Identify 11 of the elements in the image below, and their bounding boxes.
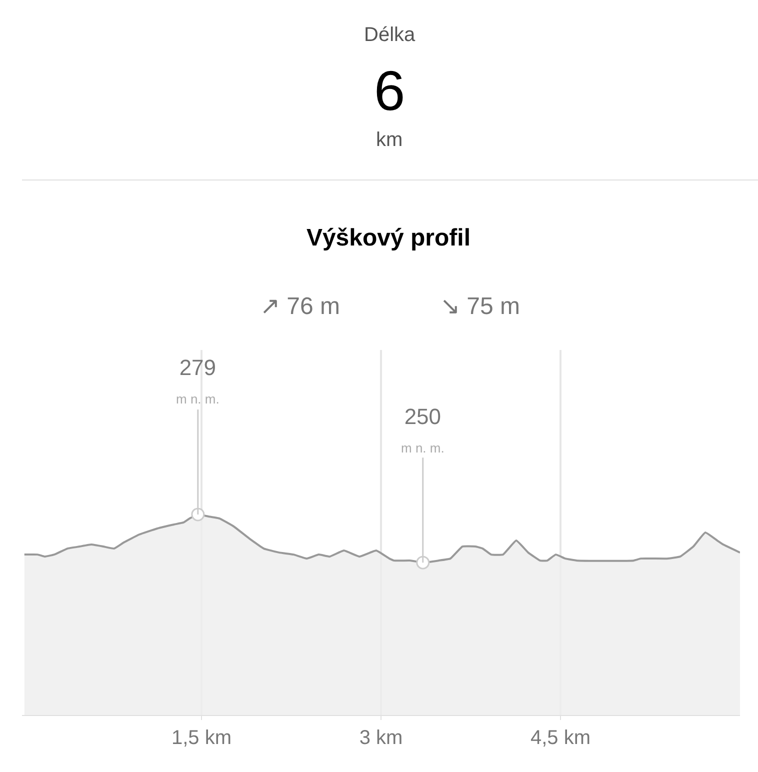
annotation: 250 m n. m. xyxy=(401,404,444,456)
text: km xyxy=(376,129,403,151)
text: ↗ 76 m xyxy=(260,293,340,320)
x-tick-label: 1,5 km xyxy=(171,727,232,749)
x-tick-label: 4,5 km xyxy=(530,727,591,749)
text: 6 xyxy=(374,59,406,122)
x-tick-label: 3 km xyxy=(359,727,403,749)
text: ↘ 75 m xyxy=(440,293,520,320)
text: Délka xyxy=(364,24,416,46)
chart-title: Výškový profil xyxy=(306,224,471,252)
annotation: 279 m n. m. xyxy=(176,355,220,407)
